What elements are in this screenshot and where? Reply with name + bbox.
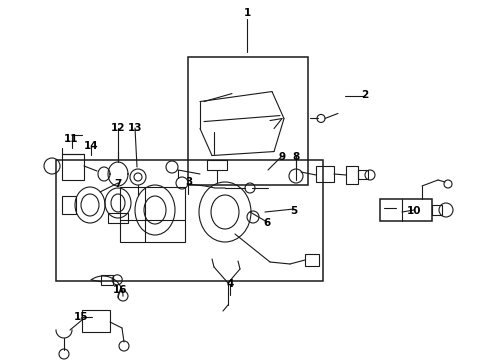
Text: 14: 14 xyxy=(83,141,98,151)
Text: 13: 13 xyxy=(127,123,142,133)
Text: 12: 12 xyxy=(110,123,125,133)
Bar xyxy=(305,254,319,266)
Bar xyxy=(346,166,358,184)
Text: 15: 15 xyxy=(74,312,88,322)
Text: 3: 3 xyxy=(185,177,192,187)
Text: 16: 16 xyxy=(113,285,127,295)
Bar xyxy=(188,57,308,185)
Bar xyxy=(82,310,110,332)
Bar xyxy=(120,187,185,242)
Bar xyxy=(56,160,323,281)
Text: 5: 5 xyxy=(291,206,297,216)
Bar xyxy=(108,213,128,223)
Bar xyxy=(207,160,227,170)
Text: 11: 11 xyxy=(64,134,78,144)
Text: 10: 10 xyxy=(407,206,421,216)
Text: 6: 6 xyxy=(264,218,270,228)
Text: 7: 7 xyxy=(114,179,122,189)
Bar xyxy=(62,154,84,180)
Bar xyxy=(432,205,442,215)
Bar xyxy=(316,166,334,182)
Text: 9: 9 xyxy=(278,152,285,162)
Text: 8: 8 xyxy=(293,152,300,162)
Text: 4: 4 xyxy=(226,279,234,289)
Bar xyxy=(380,199,432,221)
Bar xyxy=(62,196,76,214)
Bar xyxy=(101,275,113,285)
Bar xyxy=(358,170,368,179)
Text: 1: 1 xyxy=(244,8,251,18)
Text: 2: 2 xyxy=(362,90,368,100)
